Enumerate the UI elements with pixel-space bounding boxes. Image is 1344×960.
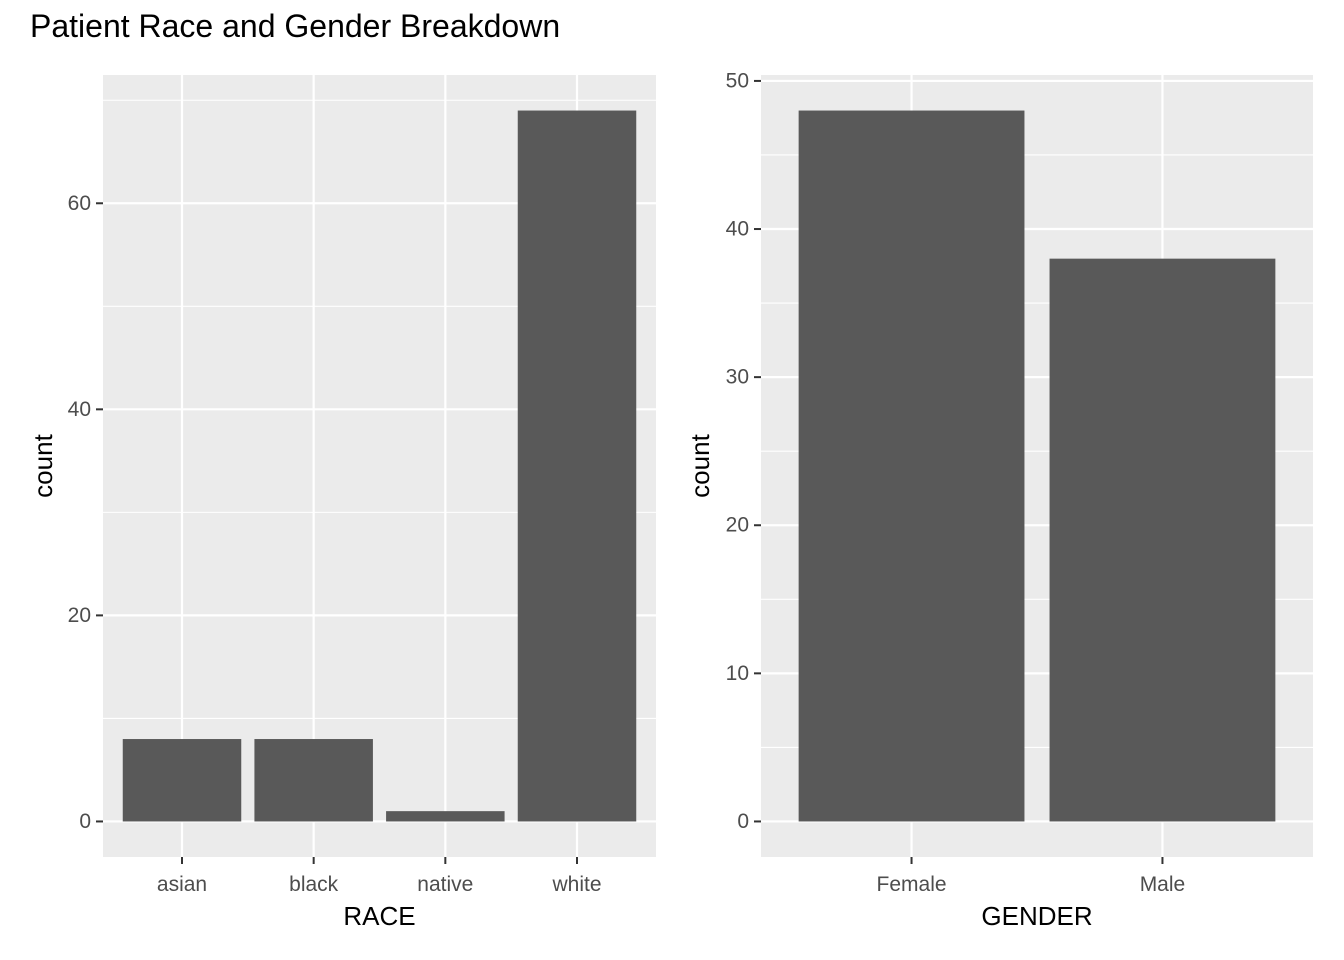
race-chart-panel: 0 20 40 60 asian black native white RACE count	[28, 75, 656, 931]
race-x-tick-label: asian	[157, 873, 207, 896]
gender-y-axis-title: count	[685, 433, 715, 497]
gender-y-tick-label: 0	[737, 810, 749, 833]
race-y-tick-label: 40	[68, 398, 91, 421]
gender-y-tick-label: 40	[726, 218, 749, 241]
gender-y-tick-label: 20	[726, 514, 749, 537]
race-bar-native	[386, 811, 505, 822]
gender-bar-female	[798, 110, 1025, 822]
gender-bar-male	[1049, 258, 1276, 822]
chart-title: Patient Race and Gender Breakdown	[30, 8, 561, 44]
race-bar-white	[517, 110, 637, 822]
race-y-tick-label: 20	[68, 604, 91, 627]
gender-y-tick-label: 30	[726, 366, 749, 389]
race-bar-asian	[122, 739, 242, 822]
gender-x-tick-label: Female	[877, 873, 947, 896]
race-bar-black	[254, 739, 373, 822]
race-y-axis-title: count	[28, 433, 58, 497]
race-x-tick-label: white	[551, 873, 601, 896]
gender-y-tick-label: 10	[726, 662, 749, 685]
gender-x-axis-title: GENDER	[981, 901, 1092, 931]
race-x-tick-label: black	[289, 873, 339, 896]
race-x-tick-label: native	[417, 873, 473, 896]
race-y-tick-label: 60	[68, 192, 91, 215]
gender-chart-panel: 0 10 20 30 40 50 Female Male GENDER count	[685, 69, 1313, 931]
gender-y-tick-label: 50	[726, 69, 749, 92]
gender-x-tick-label: Male	[1140, 873, 1186, 896]
race-x-axis-title: RACE	[343, 901, 415, 931]
race-y-tick-label: 0	[79, 810, 91, 833]
